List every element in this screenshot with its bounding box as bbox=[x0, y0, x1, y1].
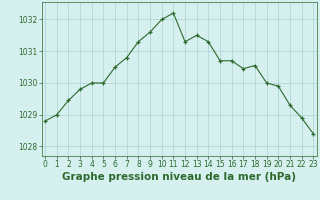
X-axis label: Graphe pression niveau de la mer (hPa): Graphe pression niveau de la mer (hPa) bbox=[62, 172, 296, 182]
